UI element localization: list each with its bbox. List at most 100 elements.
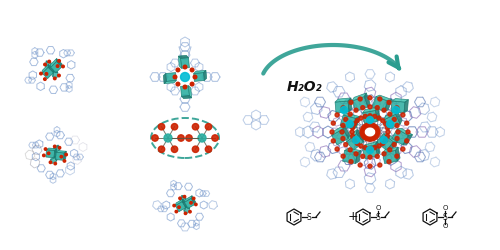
- Circle shape: [372, 124, 376, 128]
- Circle shape: [392, 106, 400, 114]
- Circle shape: [348, 112, 352, 116]
- Text: H₂O₂: H₂O₂: [287, 80, 323, 94]
- Circle shape: [368, 123, 372, 127]
- Circle shape: [172, 124, 177, 130]
- Polygon shape: [54, 149, 57, 158]
- Circle shape: [189, 210, 191, 213]
- Polygon shape: [403, 135, 412, 145]
- Circle shape: [158, 146, 164, 152]
- Circle shape: [386, 120, 394, 128]
- Circle shape: [152, 135, 158, 141]
- Polygon shape: [340, 115, 355, 129]
- Circle shape: [404, 139, 408, 143]
- Circle shape: [180, 72, 190, 82]
- Circle shape: [183, 65, 187, 69]
- Circle shape: [388, 148, 392, 152]
- Polygon shape: [188, 86, 192, 98]
- Polygon shape: [54, 146, 60, 152]
- Circle shape: [378, 163, 382, 167]
- Circle shape: [198, 134, 206, 142]
- Circle shape: [348, 148, 352, 152]
- Circle shape: [386, 134, 390, 138]
- Circle shape: [341, 124, 345, 128]
- Polygon shape: [376, 107, 380, 121]
- Circle shape: [179, 197, 181, 200]
- Circle shape: [206, 124, 212, 130]
- Circle shape: [193, 75, 197, 79]
- Circle shape: [173, 75, 177, 79]
- Circle shape: [40, 72, 42, 75]
- Polygon shape: [362, 107, 378, 113]
- Circle shape: [335, 113, 339, 117]
- Circle shape: [54, 145, 56, 148]
- Polygon shape: [46, 62, 51, 68]
- Polygon shape: [396, 110, 402, 124]
- Circle shape: [360, 132, 364, 136]
- Circle shape: [190, 68, 194, 72]
- Circle shape: [396, 130, 400, 134]
- Polygon shape: [332, 129, 348, 145]
- Circle shape: [368, 137, 372, 141]
- Circle shape: [384, 138, 388, 142]
- Polygon shape: [346, 134, 364, 150]
- Polygon shape: [194, 70, 206, 73]
- Circle shape: [368, 146, 372, 150]
- Polygon shape: [376, 134, 394, 150]
- Polygon shape: [376, 95, 392, 101]
- Circle shape: [360, 128, 364, 132]
- Polygon shape: [391, 101, 405, 113]
- Circle shape: [48, 60, 50, 63]
- Circle shape: [192, 197, 195, 200]
- Circle shape: [364, 124, 368, 128]
- Polygon shape: [204, 70, 206, 80]
- Circle shape: [388, 112, 392, 116]
- Circle shape: [362, 125, 366, 129]
- Text: O: O: [442, 206, 448, 212]
- Circle shape: [386, 130, 390, 134]
- Circle shape: [359, 116, 363, 120]
- Circle shape: [206, 146, 212, 152]
- Polygon shape: [178, 56, 182, 68]
- Circle shape: [63, 160, 66, 162]
- Polygon shape: [56, 58, 62, 67]
- Text: S: S: [306, 212, 312, 222]
- Circle shape: [58, 146, 60, 149]
- Polygon shape: [396, 147, 400, 161]
- Circle shape: [372, 146, 376, 150]
- Circle shape: [395, 154, 399, 158]
- Circle shape: [176, 82, 180, 86]
- Circle shape: [384, 122, 388, 126]
- Circle shape: [378, 97, 382, 101]
- Circle shape: [392, 118, 396, 122]
- Polygon shape: [392, 129, 408, 145]
- Circle shape: [42, 154, 45, 157]
- Circle shape: [190, 82, 194, 86]
- Circle shape: [176, 68, 180, 72]
- Circle shape: [380, 142, 384, 146]
- Polygon shape: [184, 207, 190, 213]
- Polygon shape: [45, 61, 47, 67]
- Polygon shape: [182, 199, 186, 208]
- Polygon shape: [342, 150, 357, 164]
- Polygon shape: [384, 100, 392, 112]
- Circle shape: [386, 126, 390, 130]
- Circle shape: [368, 96, 372, 100]
- Circle shape: [344, 142, 348, 146]
- Circle shape: [376, 130, 380, 134]
- Polygon shape: [50, 58, 56, 68]
- Polygon shape: [53, 70, 58, 73]
- Circle shape: [178, 206, 180, 208]
- Circle shape: [352, 122, 356, 126]
- Circle shape: [192, 124, 198, 130]
- Circle shape: [184, 212, 186, 214]
- Polygon shape: [46, 150, 54, 158]
- Polygon shape: [191, 196, 196, 204]
- Circle shape: [377, 116, 381, 120]
- Polygon shape: [50, 61, 62, 73]
- Circle shape: [401, 147, 405, 151]
- Circle shape: [352, 138, 356, 142]
- Polygon shape: [356, 150, 361, 164]
- Polygon shape: [384, 114, 400, 130]
- Polygon shape: [335, 98, 351, 102]
- Polygon shape: [332, 125, 344, 136]
